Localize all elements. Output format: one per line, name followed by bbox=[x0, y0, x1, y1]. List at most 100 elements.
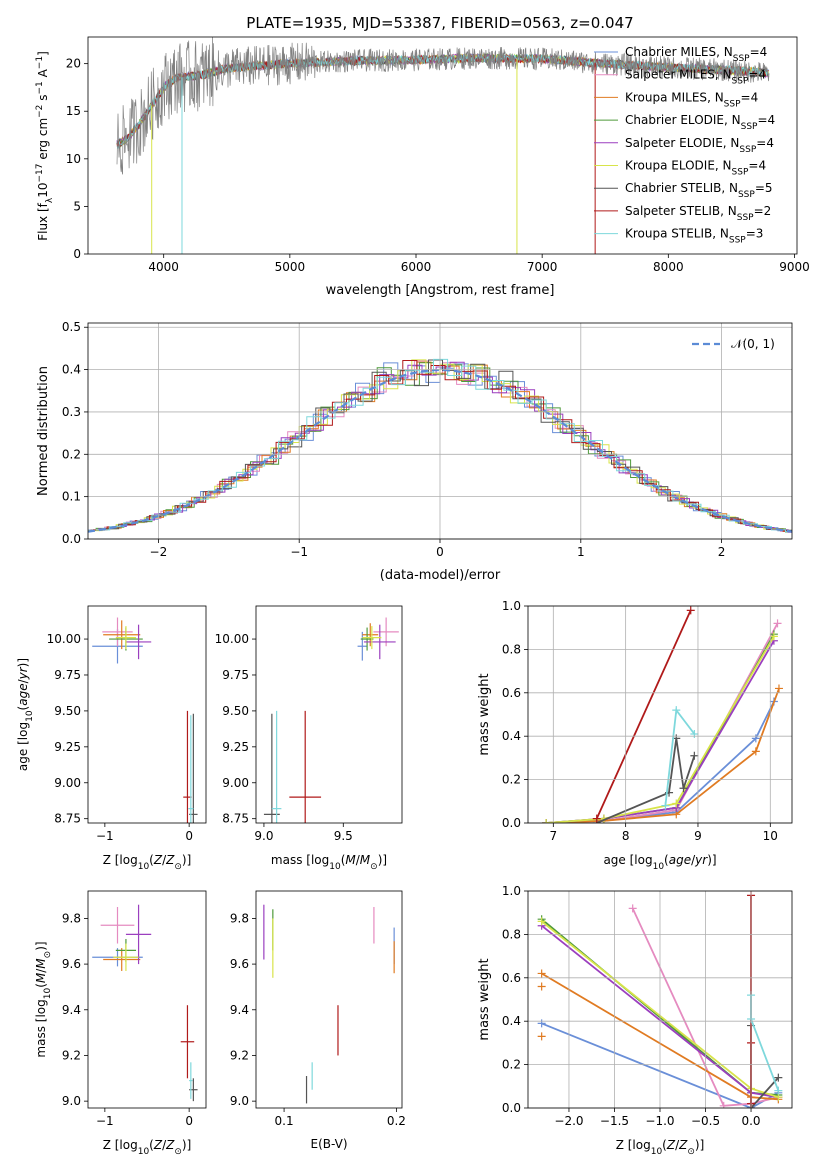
legend-name: Chabrier MILES bbox=[625, 45, 716, 59]
legend-sep: , N bbox=[716, 45, 733, 59]
mass-vs-z-axes: −1 09.09.29.49.69.8Z [log10(Z/Z⊙)]mass [l… bbox=[34, 890, 207, 1157]
legend-entry: Chabrier STELIB, NSSP=5 bbox=[625, 181, 773, 200]
legend-name: Kroupa STELIB bbox=[625, 227, 712, 241]
y-tick-label: 9.4 bbox=[62, 1003, 81, 1017]
x-axis-label: E(B-V) bbox=[310, 1137, 347, 1151]
label-part: λ bbox=[45, 197, 55, 203]
weight-line bbox=[546, 633, 775, 823]
label-part: Z bbox=[165, 853, 175, 867]
legend-name: Salpeter ELODIE bbox=[625, 136, 723, 150]
weight-line bbox=[546, 688, 780, 823]
label-part: )] bbox=[182, 1138, 191, 1152]
y-tick-label: 0.8 bbox=[502, 642, 521, 656]
y-tick-label: 1.0 bbox=[502, 599, 521, 613]
axes-frame bbox=[527, 605, 793, 824]
legend-nssp: 4 bbox=[758, 159, 766, 173]
label-part: erg cm bbox=[36, 118, 50, 164]
weight-marker bbox=[537, 1019, 546, 1028]
label-part: / bbox=[675, 1138, 680, 1152]
legend-eq: = bbox=[748, 159, 758, 173]
plot-area bbox=[88, 358, 792, 533]
axes-frame bbox=[255, 605, 403, 824]
errorbar-salpeter-elodie bbox=[125, 904, 152, 965]
y-axis-label: mass weight bbox=[477, 958, 492, 1040]
label-part: Z bbox=[678, 1138, 688, 1152]
weight-line bbox=[595, 609, 692, 820]
errorbar-salpeter-miles bbox=[102, 617, 133, 647]
legend-entry: Salpeter STELIB, NSSP=2 bbox=[625, 204, 771, 223]
label-part: ( bbox=[664, 853, 669, 867]
legend-sep: , N bbox=[707, 90, 724, 104]
x-tick-label: 1 bbox=[577, 545, 585, 559]
x-tick-label: 0 bbox=[185, 1114, 193, 1128]
weight-marker bbox=[628, 904, 637, 913]
errorbar-kroupa-miles bbox=[362, 623, 379, 647]
x-tick-label: −1 bbox=[96, 829, 114, 843]
plot-area bbox=[92, 617, 198, 823]
y-tick-label: 8.75 bbox=[54, 812, 81, 826]
label-part: −1 bbox=[35, 56, 45, 69]
legend-nssp: 5 bbox=[765, 181, 773, 195]
legend-nssp: 4 bbox=[751, 90, 759, 104]
legend-sub: SSP bbox=[732, 168, 749, 178]
legend-name: Chabrier ELODIE bbox=[625, 113, 724, 127]
legend-sub: SSP bbox=[741, 122, 758, 132]
y-tick-label: 9.6 bbox=[62, 957, 81, 971]
errorbar-salpeter-stelib bbox=[289, 710, 322, 823]
legend-entry: Kroupa STELIB, NSSP=3 bbox=[625, 227, 763, 246]
x-tick-label: −1 bbox=[96, 1114, 114, 1128]
y-tick-label: 0.1 bbox=[62, 490, 81, 504]
x-axis-label: age [log10(age/yr)] bbox=[603, 853, 716, 872]
axes-frame bbox=[255, 890, 403, 1109]
label-part: Z bbox=[165, 1138, 175, 1152]
label-part: 10 bbox=[36, 183, 50, 198]
y-tick-label: 9.50 bbox=[54, 704, 81, 718]
weight-series-salpeter-elodie bbox=[542, 636, 778, 823]
x-tick-label: 4000 bbox=[148, 260, 179, 274]
y-axis-label: Flux [fλ10−17 erg cm−2 s−1 A−1] bbox=[35, 51, 55, 241]
label-part: mass [log bbox=[271, 853, 329, 867]
x-axis-label: Z [log10(Z/Z⊙)] bbox=[103, 853, 192, 872]
legend-nssp: 4 bbox=[758, 68, 766, 82]
weight-marker bbox=[751, 734, 760, 743]
errorbar-kroupa-stelib bbox=[188, 715, 194, 823]
weight-marker bbox=[537, 969, 546, 978]
label-part: 10 bbox=[653, 862, 665, 872]
x-tick-label: 8 bbox=[622, 829, 630, 843]
label-part: Z [log bbox=[103, 853, 138, 867]
label-part: ( bbox=[662, 1138, 667, 1152]
label-part: )] bbox=[695, 1138, 704, 1152]
weight-marker bbox=[773, 619, 782, 628]
x-tick-label: 0.2 bbox=[387, 1114, 406, 1128]
y-tick-label: 0.2 bbox=[502, 1058, 521, 1072]
x-axis-label: Z [log10(Z/Z⊙)] bbox=[103, 1138, 192, 1157]
x-tick-label: 7 bbox=[549, 829, 557, 843]
chart-title: PLATE=1935, MJD=53387, FIBERID=0563, z=0… bbox=[246, 14, 633, 32]
weight-line bbox=[546, 622, 779, 823]
label-part: Z [log bbox=[103, 1138, 138, 1152]
weight-marker bbox=[769, 632, 778, 641]
y-tick-label: 0.5 bbox=[62, 320, 81, 334]
legend-eq: = bbox=[750, 45, 760, 59]
label-part: )] bbox=[182, 853, 191, 867]
legend-eq: = bbox=[754, 204, 764, 218]
label-part: ⊙ bbox=[370, 862, 378, 872]
legend-eq: = bbox=[748, 68, 758, 82]
legend-nssp: 4 bbox=[760, 45, 768, 59]
x-tick-label: 9.5 bbox=[334, 829, 353, 843]
y-tick-label: 9.0 bbox=[230, 1094, 249, 1108]
label-part: ⊙ bbox=[43, 951, 53, 959]
y-tick-label: 9.75 bbox=[222, 668, 249, 682]
x-tick-label: −1 bbox=[290, 545, 308, 559]
y-tick-label: 20 bbox=[66, 57, 81, 71]
legend-sub: SSP bbox=[732, 77, 749, 87]
legend-eq: = bbox=[756, 136, 766, 150]
legend-entry: Salpeter MILES, NSSP=4 bbox=[625, 68, 766, 87]
label-part: −1 bbox=[35, 81, 45, 94]
legend-entry: Kroupa ELODIE, NSSP=4 bbox=[625, 159, 766, 178]
axes-frame bbox=[87, 36, 798, 255]
label-part: 10 bbox=[138, 862, 150, 872]
x-axis-label: wavelength [Angstrom, rest frame] bbox=[326, 283, 555, 298]
label-part: Flux [f bbox=[36, 202, 50, 240]
